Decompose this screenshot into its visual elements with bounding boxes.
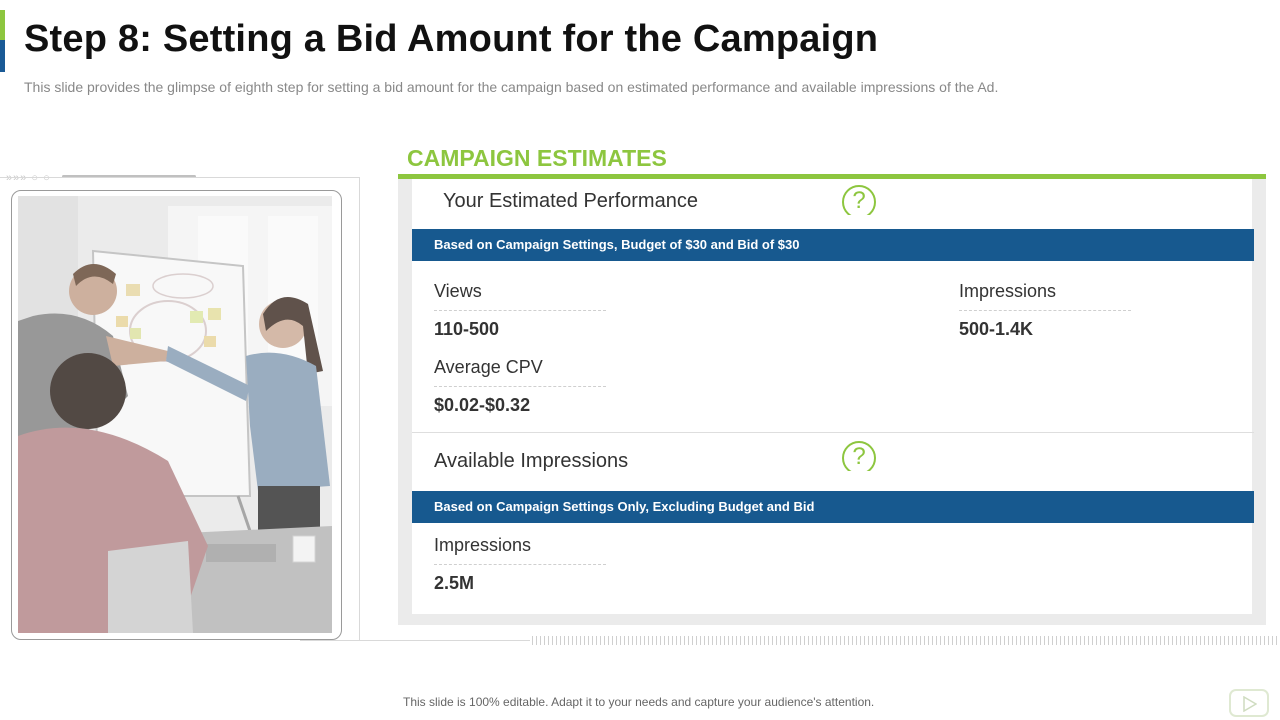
play-icon [1243, 696, 1257, 712]
page-subtitle: This slide provides the glimpse of eight… [24, 79, 999, 95]
play-button[interactable] [1229, 689, 1269, 717]
office-meeting-photo-icon [18, 196, 332, 633]
browser-dots-icon: »»» ○ ○ [6, 172, 51, 184]
available-impressions-heading: Available Impressions [434, 450, 629, 472]
browser-frame-top [0, 177, 360, 178]
available-help-icon[interactable]: ? [842, 441, 876, 471]
views-divider [434, 310, 606, 311]
browser-frame-bottom [300, 640, 530, 641]
estimates-title: CAMPAIGN ESTIMATES [407, 145, 667, 171]
footer-note: This slide is 100% editable. Adapt it to… [403, 695, 875, 709]
performance-heading: Your Estimated Performance [443, 190, 698, 212]
available-impressions-divider [434, 564, 606, 565]
views-value: 110-500 [434, 319, 500, 339]
average-cpv-label: Average CPV [434, 357, 543, 377]
decorative-hatch [532, 636, 1280, 645]
impressions-value: 500-1.4K [959, 319, 1034, 339]
title-accent-blue [0, 40, 5, 72]
available-impressions-label: Impressions [434, 535, 532, 555]
average-cpv-divider [434, 386, 606, 387]
performance-settings-band: Based on Campaign Settings, Budget of $3… [412, 229, 1254, 261]
page-title: Step 8: Setting a Bid Amount for the Cam… [24, 18, 879, 60]
browser-frame-right [359, 177, 360, 641]
office-meeting-photo [18, 196, 332, 633]
section-divider [412, 432, 1254, 433]
available-impressions-value: 2.5M [434, 573, 475, 593]
impressions-divider [959, 310, 1131, 311]
average-cpv-value: $0.02-$0.32 [434, 395, 531, 415]
performance-help-icon[interactable]: ? [842, 185, 876, 215]
title-accent-green [0, 10, 5, 40]
impressions-label: Impressions [959, 281, 1057, 301]
views-label: Views [434, 281, 482, 301]
available-settings-band: Based on Campaign Settings Only, Excludi… [412, 491, 1254, 523]
browser-address-bar [62, 175, 196, 178]
estimates-title-rule [398, 174, 1266, 179]
